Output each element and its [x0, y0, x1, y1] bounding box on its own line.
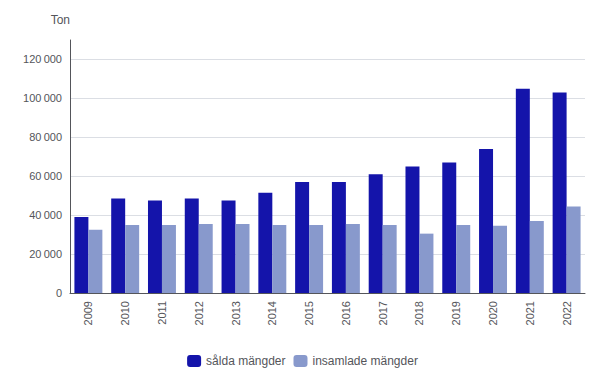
svg-text:2020: 2020 [487, 301, 499, 325]
svg-text:2012: 2012 [193, 301, 205, 325]
svg-text:2022: 2022 [561, 301, 573, 325]
svg-text:2017: 2017 [377, 301, 389, 325]
svg-text:Ton: Ton [51, 13, 70, 27]
svg-text:120 000: 120 000 [23, 53, 62, 65]
svg-text:2016: 2016 [340, 301, 352, 325]
svg-text:2019: 2019 [450, 301, 462, 325]
svg-text:sålda mängder: sålda mängder [206, 354, 285, 368]
svg-text:2009: 2009 [82, 301, 94, 325]
svg-text:2010: 2010 [119, 301, 131, 325]
svg-text:2015: 2015 [303, 301, 315, 325]
svg-text:60 000: 60 000 [29, 170, 62, 182]
svg-text:0: 0 [56, 287, 62, 299]
svg-text:2014: 2014 [266, 301, 278, 325]
svg-text:insamlade mängder: insamlade mängder [312, 354, 417, 368]
svg-text:100 000: 100 000 [23, 92, 62, 104]
svg-text:2021: 2021 [524, 301, 536, 325]
svg-text:20 000: 20 000 [29, 248, 62, 260]
svg-text:2013: 2013 [230, 301, 242, 325]
svg-text:80 000: 80 000 [29, 131, 62, 143]
svg-text:2011: 2011 [156, 301, 168, 325]
svg-text:40 000: 40 000 [29, 209, 62, 221]
svg-text:2018: 2018 [413, 301, 425, 325]
